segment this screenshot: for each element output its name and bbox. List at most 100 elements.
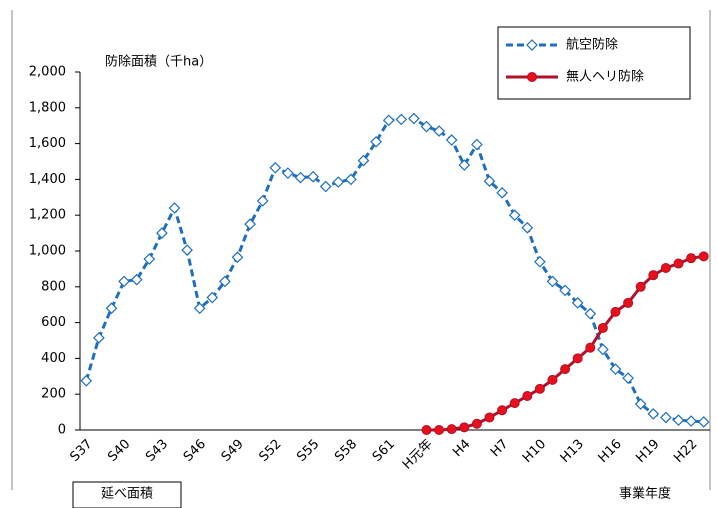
- point: [686, 253, 697, 264]
- point: [672, 414, 685, 427]
- x-tick-label: S46: [181, 437, 209, 465]
- y-tick-label: 1,600: [29, 136, 66, 151]
- y-tick-label: 1,000: [29, 244, 66, 259]
- point: [80, 374, 93, 387]
- point: [143, 253, 156, 265]
- point: [408, 112, 420, 125]
- point: [244, 218, 256, 230]
- point: [345, 173, 357, 186]
- x-tick-label: S40: [105, 437, 133, 465]
- point: [559, 284, 571, 297]
- point: [571, 297, 584, 309]
- point: [647, 408, 660, 420]
- point: [534, 255, 546, 268]
- series-line: [84, 117, 704, 424]
- point: [635, 281, 646, 292]
- point: [522, 390, 533, 401]
- point: [508, 209, 521, 222]
- y-tick-label: 1,800: [29, 100, 66, 115]
- point: [445, 134, 458, 146]
- point: [93, 331, 105, 344]
- point: [471, 138, 483, 151]
- point: [294, 171, 307, 184]
- point: [496, 186, 508, 199]
- legend-box: [497, 26, 691, 100]
- x-tick-label: H13: [558, 437, 587, 466]
- point: [610, 306, 621, 317]
- point: [560, 364, 571, 375]
- point: [483, 175, 496, 188]
- point: [357, 154, 370, 167]
- point: [572, 353, 583, 364]
- point: [521, 221, 534, 234]
- point: [534, 383, 545, 394]
- x-tick-label: H7: [488, 437, 511, 460]
- y-tick-label: 1,400: [29, 172, 66, 187]
- point: [697, 416, 710, 428]
- point: [458, 159, 471, 171]
- point: [597, 322, 608, 333]
- point: [673, 258, 684, 269]
- x-tick-label: H4: [450, 437, 473, 460]
- point: [395, 113, 408, 126]
- point: [698, 251, 709, 262]
- point: [547, 374, 558, 385]
- x-tick-label: H元年: [400, 437, 436, 473]
- x-tick-label: H16: [596, 437, 625, 466]
- point: [546, 275, 559, 288]
- point: [634, 398, 647, 410]
- point: [584, 307, 597, 320]
- point: [484, 412, 495, 423]
- point: [130, 273, 143, 286]
- x-tick-label: H22: [671, 437, 700, 466]
- x-tick-label: S61: [370, 437, 398, 465]
- y-tick-label: 1,200: [29, 208, 66, 223]
- point: [585, 342, 596, 353]
- point: [332, 176, 345, 188]
- point: [256, 195, 269, 207]
- legend-label: 無人ヘリ防除: [566, 69, 644, 85]
- point: [685, 415, 697, 427]
- point: [231, 251, 244, 264]
- point: [471, 418, 482, 429]
- point: [660, 263, 671, 274]
- x-axis-label: 事業年度: [619, 486, 671, 502]
- series-line: [426, 254, 704, 432]
- x-tick-label: S43: [143, 437, 171, 465]
- point: [370, 135, 382, 148]
- annotation-box: [72, 481, 182, 508]
- x-tick-label: S37: [67, 437, 95, 465]
- point: [105, 302, 118, 315]
- point: [597, 343, 609, 356]
- y-axis-label: 防除面積（千ha）: [105, 54, 212, 70]
- x-tick-label: S58: [332, 437, 360, 465]
- point: [623, 297, 634, 308]
- x-tick-label: S49: [219, 437, 247, 465]
- point: [282, 167, 294, 179]
- point: [420, 120, 433, 133]
- point: [459, 422, 470, 433]
- y-tick-label: 400: [41, 351, 66, 366]
- point: [433, 125, 445, 137]
- point: [307, 170, 319, 183]
- x-tick-label: H10: [520, 437, 549, 466]
- point: [648, 270, 659, 281]
- y-tick-label: 0: [58, 423, 66, 438]
- point: [168, 202, 181, 214]
- y-tick-label: 200: [41, 387, 66, 402]
- point: [497, 405, 508, 416]
- y-tick-label: 600: [41, 315, 66, 330]
- annotation: 延べ面積: [101, 487, 153, 502]
- x-tick-label: S55: [294, 437, 322, 465]
- y-tick-label: 800: [41, 279, 66, 294]
- point: [319, 180, 332, 193]
- legend-marker: [526, 39, 538, 51]
- point: [219, 275, 231, 288]
- point: [269, 161, 282, 174]
- legend-marker: [527, 72, 537, 82]
- point: [382, 114, 395, 127]
- legend-label: 航空防除: [566, 37, 618, 53]
- point: [181, 244, 193, 256]
- point: [193, 302, 206, 315]
